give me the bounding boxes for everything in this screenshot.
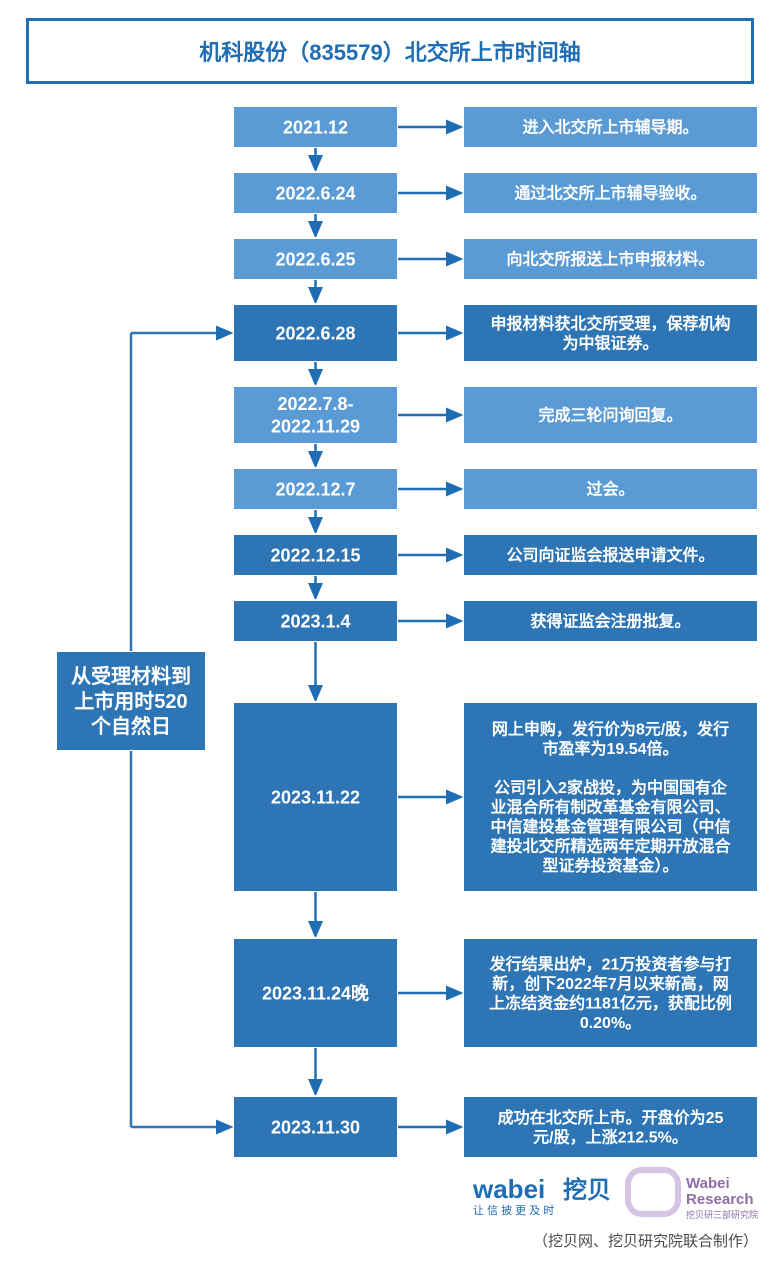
date-text: 2022.6.28 [275,323,355,343]
logo-wabei-cn: 挖贝 [563,1176,611,1204]
logo-wabei-tag: 让 信 披 更 及 时 [473,1203,554,1217]
title-bar: 机科股份（835579）北交所上市时间轴 [26,18,754,84]
desc-text: 向北交所报送上市申报材料。 [506,250,714,269]
date-text: 2023.11.22 [271,787,360,807]
logo-research-icon [628,1170,678,1214]
desc-text: 完成三轮问询回复。 [538,406,682,425]
date-text: 2023.11.24晚 [262,982,369,1003]
logo-research-en: WabeiResearch [686,1175,754,1208]
desc-text: 获得证监会注册批复。 [530,612,690,631]
desc-text: 公司向证监会报送申请文件。 [506,546,714,565]
date-text: 2022.12.15 [270,545,360,565]
desc-box [463,304,758,362]
desc-box [463,1096,758,1158]
date-text: 2023.1.4 [280,611,350,631]
title-text: 机科股份（835579）北交所上市时间轴 [199,40,580,65]
date-text: 2022.6.25 [275,249,355,269]
desc-text: 进入北交所上市辅导期。 [522,118,698,137]
logo-research-cn: 挖贝研三部研究院 [686,1209,758,1220]
desc-text: 通过北交所上市辅导验收。 [514,184,706,203]
credit-line: （挖贝网、挖贝研究院联合制作） [533,1232,758,1250]
desc-text: 过会。 [586,480,634,499]
date-text: 2021.12 [283,117,348,137]
logo-wabei: wabei [472,1174,545,1204]
date-text: 2023.11.30 [271,1117,360,1137]
date-text: 2022.6.24 [275,183,355,203]
date-text: 2022.12.7 [275,479,355,499]
flowchart: 2021.12 进入北交所上市辅导期。 2022.6.24 通过北交所上市辅导验收。 2… [18,106,762,1268]
